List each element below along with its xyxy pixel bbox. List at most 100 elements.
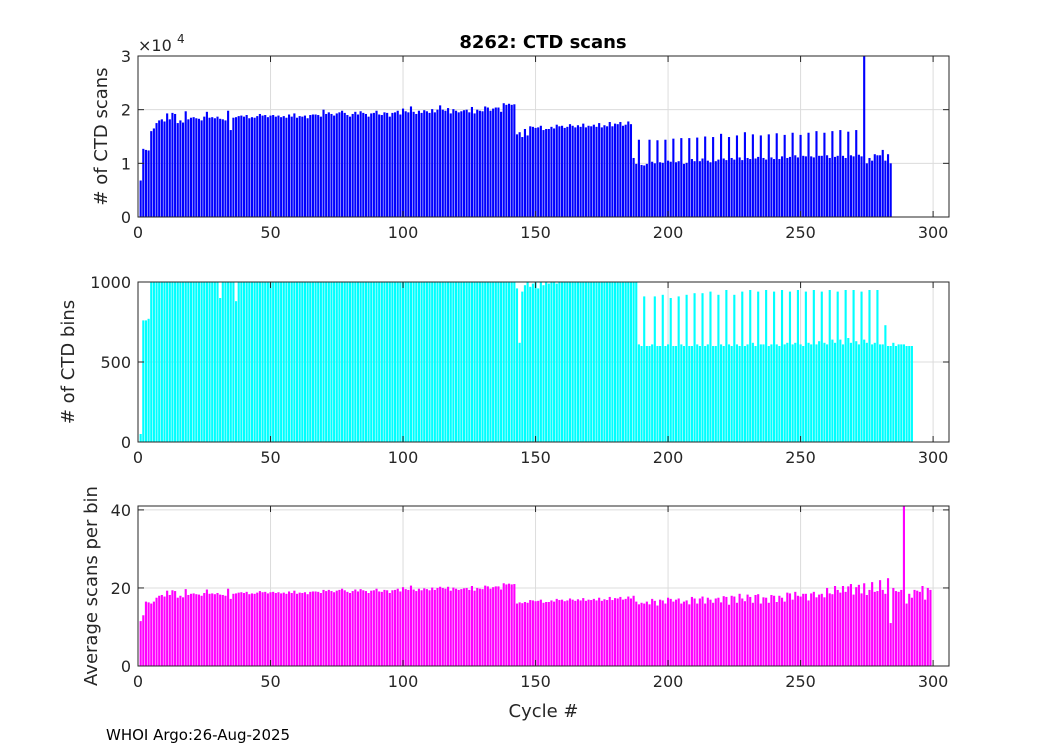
bar	[709, 599, 712, 666]
bar	[775, 344, 778, 442]
bar	[847, 131, 850, 217]
bar	[727, 344, 731, 442]
bar	[659, 162, 662, 217]
bar	[852, 594, 855, 666]
bar	[537, 127, 540, 217]
bar	[828, 593, 831, 666]
bar	[314, 591, 317, 666]
bar	[767, 346, 770, 442]
bar	[492, 282, 495, 442]
bar	[155, 282, 158, 442]
bar	[844, 591, 847, 666]
bar	[415, 282, 418, 442]
bar	[595, 600, 598, 666]
bar	[417, 110, 420, 217]
bar	[574, 600, 577, 666]
bar	[900, 344, 903, 442]
bar	[274, 593, 277, 666]
bar	[685, 600, 688, 666]
bar	[468, 112, 471, 217]
bar	[152, 601, 155, 666]
bar	[865, 163, 868, 217]
bar	[439, 105, 442, 217]
bar	[197, 118, 201, 217]
bar	[412, 282, 415, 442]
y-axis-label: # of CTD bins	[58, 300, 79, 424]
bar	[651, 344, 654, 442]
bar	[706, 597, 709, 666]
bar	[412, 111, 415, 217]
bar	[603, 125, 606, 217]
bar	[664, 139, 667, 217]
bar	[224, 120, 227, 217]
y-axis-label: # of CTD scans	[91, 67, 112, 205]
bar	[730, 346, 733, 442]
bar	[295, 282, 299, 442]
bar	[309, 282, 312, 442]
bar	[258, 282, 261, 442]
bar	[786, 157, 789, 217]
x-tick-label: 150	[520, 223, 551, 242]
bar	[831, 339, 834, 442]
bar	[762, 157, 765, 217]
bar	[780, 156, 784, 217]
bar	[232, 282, 235, 442]
bar	[264, 591, 267, 666]
bar	[566, 600, 569, 666]
x-tick-label: 200	[653, 448, 684, 467]
bar	[606, 126, 609, 217]
y-tick-label: 500	[100, 353, 131, 372]
bar	[266, 593, 269, 666]
bar	[486, 586, 489, 666]
bar	[616, 282, 619, 442]
bar	[144, 320, 148, 442]
bar	[155, 123, 158, 217]
bar	[780, 597, 784, 666]
bar	[635, 163, 638, 217]
bar	[857, 344, 860, 442]
bar	[629, 598, 633, 666]
bar	[820, 593, 823, 666]
bar	[590, 282, 593, 442]
bar	[818, 594, 821, 666]
bar	[500, 282, 503, 442]
x-tick-label: 0	[133, 448, 143, 467]
bar	[598, 123, 601, 217]
bar	[245, 591, 248, 666]
bar	[844, 157, 847, 217]
bar	[242, 116, 246, 217]
bar	[298, 592, 301, 666]
bar	[749, 159, 752, 217]
bar	[401, 587, 405, 666]
bar	[648, 346, 651, 442]
bar	[807, 132, 810, 217]
bar	[722, 596, 725, 666]
bar	[264, 282, 267, 442]
bar	[568, 282, 572, 442]
bar	[868, 157, 871, 217]
bar	[325, 113, 328, 217]
bar	[500, 589, 503, 666]
bar	[486, 107, 489, 217]
bar	[521, 137, 524, 217]
bar	[857, 154, 860, 217]
bar	[765, 597, 768, 666]
bar	[282, 592, 285, 666]
bar	[621, 599, 625, 666]
bar	[166, 282, 169, 442]
bar	[168, 282, 171, 442]
bar	[545, 128, 548, 217]
bar	[370, 113, 373, 217]
bar	[831, 594, 834, 666]
bar	[386, 112, 389, 217]
bar	[489, 282, 492, 442]
bar	[364, 591, 367, 666]
bar	[563, 601, 566, 666]
bar	[831, 131, 834, 217]
bar	[484, 106, 487, 217]
bar	[574, 282, 577, 442]
bar	[823, 342, 826, 442]
bar	[436, 587, 439, 666]
bar	[667, 160, 670, 217]
bar	[494, 586, 497, 666]
